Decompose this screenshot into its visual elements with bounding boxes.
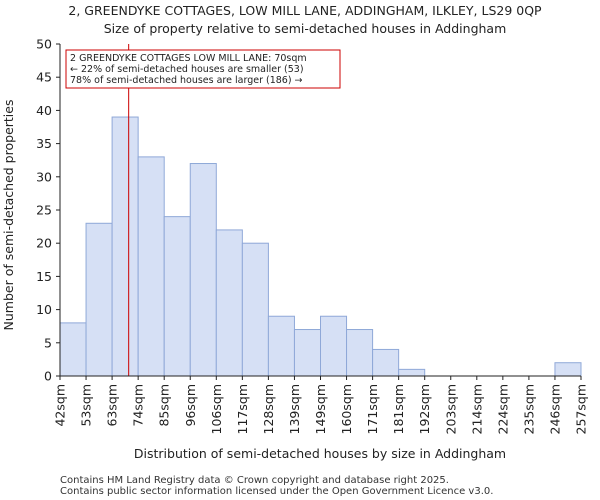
annotation-line-1: 2 GREENDYKE COTTAGES LOW MILL LANE: 70sq… (70, 53, 307, 64)
bar (267, 315, 295, 377)
bar (111, 116, 139, 377)
x-axis-label: Distribution of semi-detached houses by … (134, 446, 506, 461)
x-tick-label: 192sqm (417, 384, 432, 434)
bar (189, 163, 217, 377)
x-tick-label: 171sqm (365, 384, 380, 434)
x-tick-label: 85sqm (157, 384, 172, 427)
x-tick-label: 149sqm (313, 384, 328, 434)
x-tick-label: 53sqm (79, 384, 94, 427)
y-tick-label: 10 (36, 302, 52, 317)
x-tick-label: 42sqm (53, 384, 68, 427)
y-tick-label: 25 (36, 203, 52, 218)
x-tick-label: 160sqm (339, 384, 354, 434)
chart-subtitle: Size of property relative to semi-detach… (104, 21, 507, 36)
x-tick-label: 203sqm (443, 384, 458, 434)
x-tick-label: 224sqm (495, 384, 510, 434)
x-tick-label: 214sqm (469, 384, 484, 434)
x-axis-ticks: 42sqm 53sqm 63sqm 74sqm 85sqm 96sqm 106sqm 117s… (53, 376, 589, 434)
y-tick-label: 20 (36, 236, 52, 251)
x-tick-label: 128sqm (261, 384, 276, 434)
x-tick-label: 139sqm (287, 384, 302, 434)
bar (320, 315, 348, 377)
bar (398, 368, 426, 377)
x-tick-label: 117sqm (235, 384, 250, 434)
bar (554, 362, 582, 377)
x-tick-label: 235sqm (521, 384, 536, 434)
bar (215, 229, 243, 377)
footer-line-1: Contains HM Land Registry data © Crown c… (60, 475, 449, 486)
x-tick-label: 246sqm (547, 384, 562, 434)
y-tick-label: 35 (36, 136, 52, 151)
annotation-line-3: 78% of semi-detached houses are larger (… (70, 75, 303, 86)
bar (372, 348, 400, 377)
y-tick-label: 45 (36, 70, 52, 85)
x-tick-label: 74sqm (131, 384, 146, 427)
chart-title: 2, GREENDYKE COTTAGES, LOW MILL LANE, AD… (68, 3, 542, 18)
bar (85, 222, 113, 377)
y-tick-label: 5 (44, 335, 52, 350)
y-tick-label: 30 (36, 169, 52, 184)
x-tick-label: 96sqm (183, 384, 198, 427)
bar (241, 242, 269, 377)
footer-line-2: Contains public sector information licen… (60, 486, 493, 497)
y-tick-label: 40 (36, 103, 52, 118)
bar (346, 329, 374, 377)
annotation-line-2: ← 22% of semi-detached houses are smalle… (70, 64, 304, 75)
x-tick-label: 63sqm (105, 384, 120, 427)
y-axis-ticks: 0 5 10 15 20 25 30 35 40 45 50 (36, 37, 60, 384)
y-axis-label: Number of semi-detached properties (1, 100, 16, 331)
x-tick-label: 257sqm (574, 384, 589, 434)
bar (293, 329, 322, 377)
bar (137, 156, 165, 377)
x-tick-label: 181sqm (391, 384, 406, 434)
y-tick-label: 0 (44, 369, 52, 384)
x-tick-label: 106sqm (209, 384, 224, 434)
y-tick-label: 50 (36, 37, 52, 52)
bar (163, 216, 191, 377)
bars-group (59, 116, 582, 377)
y-tick-label: 15 (36, 269, 52, 284)
bar (59, 322, 87, 377)
annotation-frame (65, 49, 341, 89)
annotation-box: 2 GREENDYKE COTTAGES LOW MILL LANE: 70sq… (65, 49, 341, 89)
